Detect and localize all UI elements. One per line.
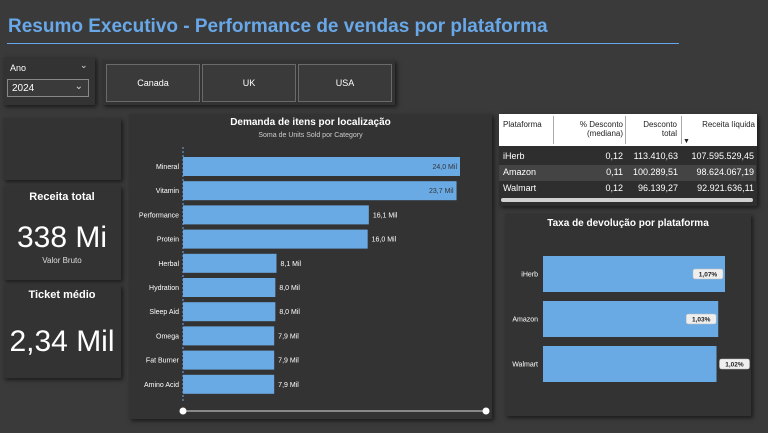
title-divider (7, 43, 679, 44)
ticket-label: Ticket médio (28, 289, 96, 301)
country-button-usa[interactable]: USA (298, 64, 392, 102)
table-cell: 92.921.636,11 (697, 183, 754, 193)
demand-chart-panel: Demanda de itens por localização Soma de… (129, 114, 492, 419)
bar[interactable] (183, 205, 369, 225)
category-label: Hydration (149, 285, 179, 292)
category-label: Amino Acid (144, 382, 179, 389)
page-title: Resumo Executivo - Performance de vendas… (8, 16, 548, 37)
col-header-net-revenue[interactable]: Receita líquida (702, 120, 755, 129)
data-label: 8,1 Mil (280, 261, 301, 268)
category-label: Mineral (156, 164, 179, 171)
bar[interactable] (183, 253, 277, 273)
category-label: Fat Burner (146, 358, 180, 365)
chevron-down-icon[interactable]: ⌄ (80, 60, 88, 70)
table-row[interactable]: Walmart 0,12 96.139,27 92.921.636,11 (499, 181, 756, 197)
category-label: Protein (157, 237, 179, 244)
table-cell: 0,11 (606, 167, 623, 177)
revenue-sublabel: Valor Bruto (42, 256, 82, 265)
return-chart-panel: Taxa de devolução por plataforma iHerb 1,… (505, 214, 751, 416)
demand-chart-title: Demanda de itens por localização (230, 117, 391, 128)
bar[interactable] (183, 326, 275, 346)
return-chart-title: Taxa de devolução por plataforma (547, 218, 709, 229)
bar[interactable] (183, 181, 457, 201)
country-button-canada[interactable]: Canada (106, 64, 200, 102)
data-label: 8,0 Mil (279, 285, 300, 292)
data-label: 7,9 Mil (278, 333, 299, 340)
col-header-discount-median[interactable]: % Desconto (mediana) (579, 120, 623, 138)
data-label: 1,02% (725, 362, 744, 369)
revenue-value: 338 Mi (16, 221, 108, 254)
data-label: 24,0 Mil (432, 164, 457, 171)
data-label-box (685, 313, 717, 325)
data-label: 1,07% (699, 272, 718, 279)
side-panel (3, 118, 121, 180)
revenue-card: Receita total 338 Mi Valor Bruto (3, 186, 121, 280)
demand-bar-chart: Mineral 24,0 Mil Vitamin 23,7 Mil Performanc… (139, 147, 490, 415)
data-label: 7,9 Mil (278, 382, 299, 389)
range-slider-handle[interactable] (482, 407, 490, 415)
table-cell: Walmart (503, 183, 537, 193)
data-label: 7,9 Mil (278, 358, 299, 365)
year-slicer-label: Ano (10, 63, 27, 73)
return-bar-chart: iHerb 1,07% Amazon 1,03% Walmart 1,02% (512, 256, 750, 382)
table-cell: 0,12 (605, 183, 623, 193)
bar[interactable] (543, 346, 717, 382)
category-label: Amazon (512, 317, 538, 324)
table-cell: iHerb (503, 151, 525, 161)
horizontal-scrollbar[interactable] (501, 198, 753, 202)
sort-desc-icon[interactable]: ▼ (683, 138, 690, 145)
bar[interactable] (183, 350, 275, 370)
year-select-value: 2024 (12, 83, 35, 94)
platform-table: Plataforma % Desconto (mediana) Desconto… (499, 114, 757, 206)
bar[interactable] (183, 374, 275, 394)
bar[interactable] (183, 229, 368, 249)
category-label: Herbal (158, 261, 179, 268)
table-cell: Amazon (503, 167, 537, 177)
category-label: Vitamin (156, 188, 179, 195)
category-label: Omega (156, 333, 179, 340)
table-cell: 98.624.067,19 (696, 167, 754, 177)
data-label: 1,03% (692, 317, 711, 324)
data-label: 8,0 Mil (279, 309, 300, 316)
data-label: 16,1 Mil (373, 212, 398, 219)
table-cell: 0,12 (605, 151, 623, 161)
data-label: 16,0 Mil (372, 237, 397, 244)
table-cell: 100.289,51 (632, 167, 678, 177)
chevron-down-icon: ⌄ (74, 81, 83, 92)
year-select[interactable]: 2024 ⌄ (7, 79, 89, 97)
table-cell: 96.139,27 (637, 183, 678, 193)
bar[interactable] (183, 302, 276, 322)
table-cell: 107.595.529,45 (691, 151, 754, 161)
bar[interactable] (183, 278, 276, 297)
category-label: Performance (139, 212, 179, 219)
range-slider-handle[interactable] (179, 407, 187, 415)
table-row[interactable]: iHerb 0,12 113.410,63 107.595.529,45 (499, 149, 756, 165)
data-label-box (692, 268, 724, 280)
category-label: iHerb (521, 272, 538, 279)
table-cell: 113.410,63 (633, 151, 678, 161)
demand-chart-subtitle: Soma de Units Sold por Category (258, 132, 363, 139)
country-button-uk[interactable]: UK (202, 64, 296, 102)
bar[interactable] (183, 157, 460, 176)
col-header-platform[interactable]: Plataforma (503, 120, 542, 129)
category-label: Sleep Aid (149, 309, 179, 316)
table-row[interactable]: Amazon 0,11 100.289,51 98.624.067,19 (499, 165, 756, 181)
ticket-card: Ticket médio 2,34 Mil (3, 285, 121, 378)
category-label: Walmart (512, 362, 538, 369)
col-header-discount-total[interactable]: Desconto total (643, 120, 677, 138)
data-label-box (719, 358, 750, 370)
revenue-label: Receita total (29, 191, 95, 203)
data-label: 23,7 Mil (429, 188, 454, 195)
ticket-value: 2,34 Mil (9, 325, 115, 358)
